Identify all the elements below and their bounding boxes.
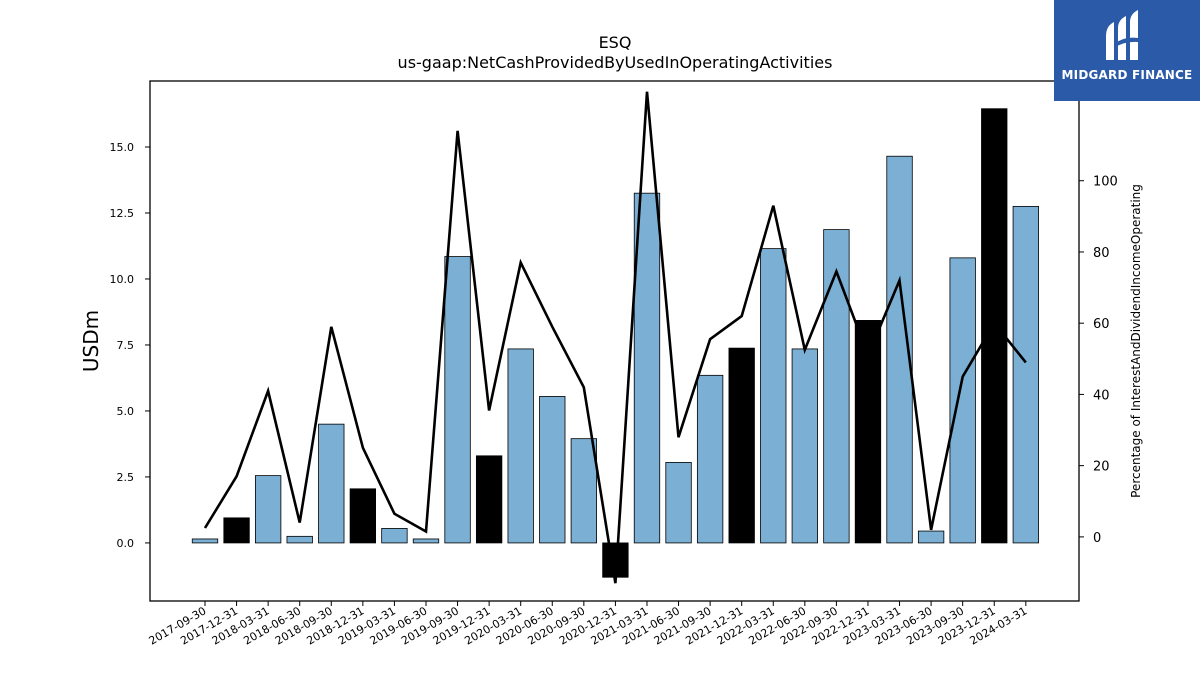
bar-2022-09-30 xyxy=(823,229,850,544)
bar-2019-12-31 xyxy=(475,455,503,544)
y-tick-label: 0.0 xyxy=(117,537,135,550)
bar-2019-06-30 xyxy=(412,538,440,544)
bar-2021-03-31 xyxy=(633,192,661,544)
y-tick-label: 2.5 xyxy=(117,471,135,484)
y-tick-label: 7.5 xyxy=(117,339,135,352)
line-series xyxy=(203,91,1027,584)
bar-2018-09-30 xyxy=(318,423,345,544)
brand-logo: MIDGARD FINANCE xyxy=(1054,0,1200,101)
bar-2023-06-30 xyxy=(917,530,945,544)
y-tick-label: 5.0 xyxy=(117,405,135,418)
bar-2022-06-30 xyxy=(791,348,818,544)
bar-2020-09-30 xyxy=(570,438,597,544)
bars-group xyxy=(191,108,1039,578)
bar-2019-09-30 xyxy=(444,256,471,544)
bar-2020-06-30 xyxy=(539,396,566,544)
midgard-logo-icon xyxy=(1106,10,1138,60)
chart-title: ESQ xyxy=(599,33,632,52)
y-axis-left: 0.0 2.5 5.0 7.5 10.0 12.5 15.0 xyxy=(110,141,150,550)
bar-2021-12-31 xyxy=(728,347,755,544)
y-tick-label: 15.0 xyxy=(110,141,135,154)
y-axis-label: USDm xyxy=(79,310,103,372)
bar-2021-06-30 xyxy=(665,462,692,544)
brand-name: MIDGARD FINANCE xyxy=(1061,68,1193,82)
bar-2017-09-30 xyxy=(191,538,219,544)
plot-frame xyxy=(149,80,1080,602)
x-axis: 2017-09-302017-12-312018-03-312018-06-30… xyxy=(147,601,1029,648)
y-tick-label: 12.5 xyxy=(110,207,135,220)
bar-2023-09-30 xyxy=(949,257,976,544)
bar-2017-12-31 xyxy=(223,517,250,544)
chart-subtitle: us-gaap:NetCashProvidedByUsedInOperating… xyxy=(398,53,833,72)
bar-2018-06-30 xyxy=(286,535,313,544)
bar-2020-03-31 xyxy=(507,348,534,544)
y2-tick-label: 100 xyxy=(1093,175,1118,190)
bar-2018-12-31 xyxy=(349,488,377,544)
bar-2019-03-31 xyxy=(381,528,408,544)
y-tick-label: 10.0 xyxy=(110,273,135,286)
bar-2024-03-31 xyxy=(1012,205,1039,544)
line-group xyxy=(203,91,1027,584)
y2-tick-label: 80 xyxy=(1093,246,1110,261)
y-axis-right: 0 20 40 60 80 100 xyxy=(1079,175,1118,546)
y2-tick-label: 40 xyxy=(1093,388,1110,403)
bar-2018-03-31 xyxy=(254,475,282,544)
bar-2021-09-30 xyxy=(696,374,724,544)
y2-axis-label: Percentage of InterestAndDividendIncomeO… xyxy=(1129,184,1143,498)
y2-tick-label: 20 xyxy=(1093,460,1110,475)
y2-tick-label: 60 xyxy=(1093,317,1110,332)
bar-2022-03-31 xyxy=(760,248,787,544)
y2-tick-label: 0 xyxy=(1093,531,1101,546)
